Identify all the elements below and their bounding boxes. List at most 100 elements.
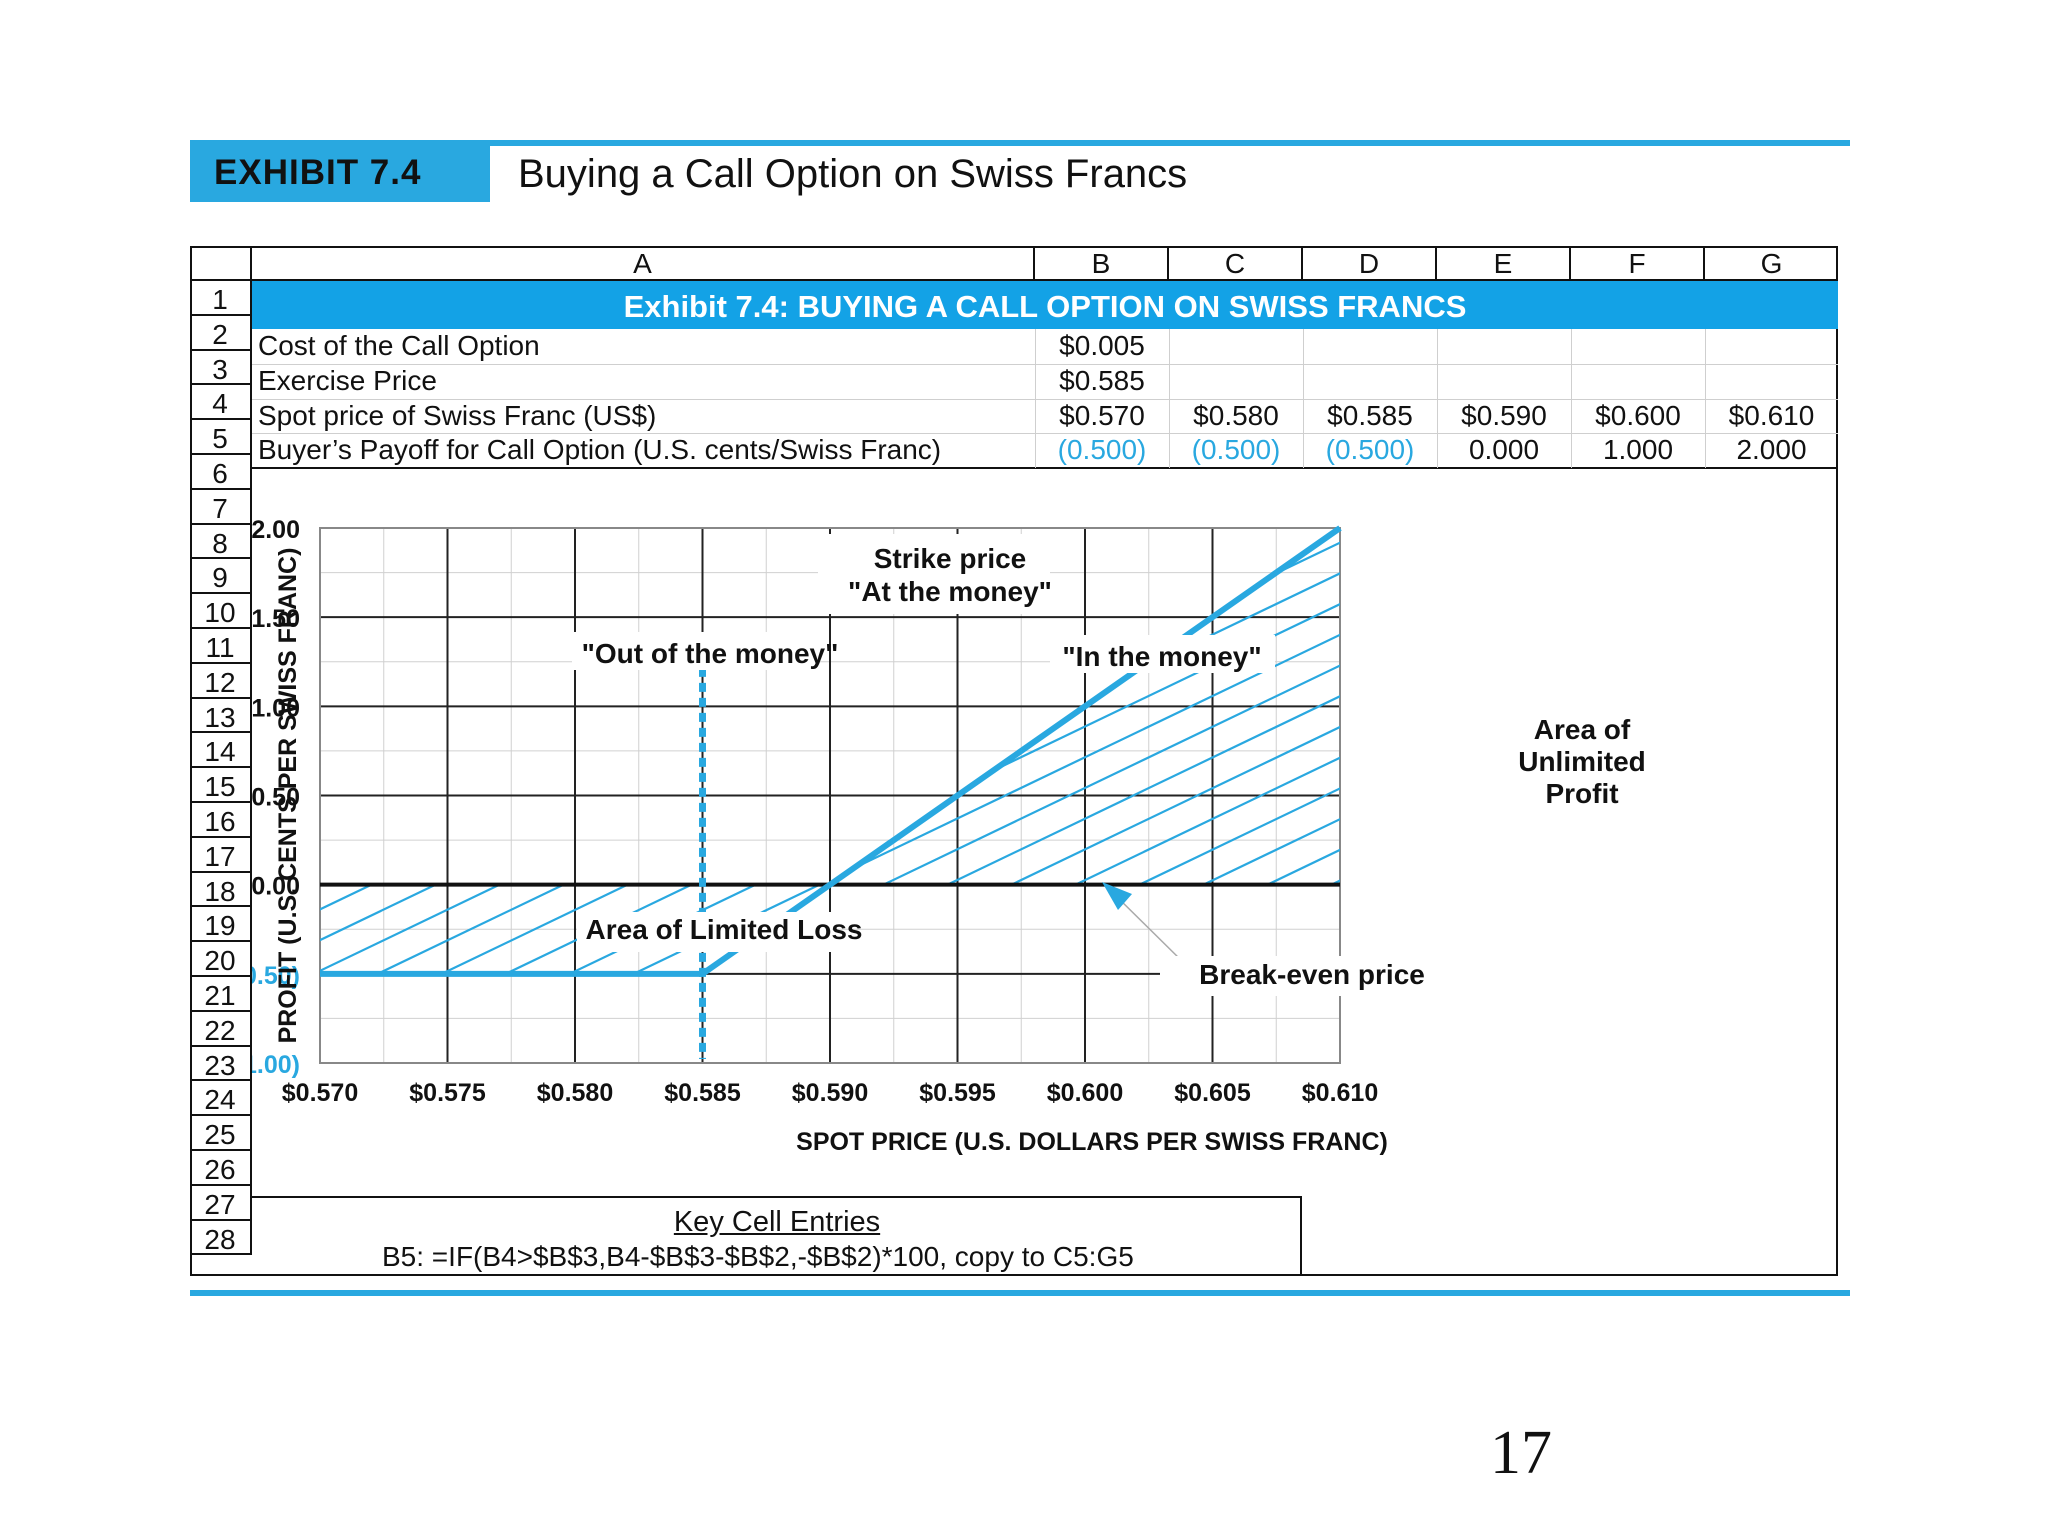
y-axis-tick-labels: 2.00 1.50 1.00 0.50 0.00 (0.50) (1.00) [252, 516, 300, 1079]
row-number-21: 21 [190, 977, 252, 1012]
spot-value-g[interactable]: $0.610 [1728, 400, 1815, 431]
column-header-f: F [1571, 246, 1705, 281]
hatch-line [830, 528, 1340, 885]
row-number-23: 23 [190, 1046, 252, 1082]
col-divider-b [1035, 329, 1036, 468]
spot-value-b[interactable]: $0.570 [1059, 400, 1145, 431]
row-number-26: 26 [190, 1151, 252, 1186]
spot-label[interactable]: Spot price of Swiss Franc (US$) [258, 400, 657, 431]
strike-label-line1: Strike price [874, 543, 1027, 574]
in-money-label: "In the money" [1062, 641, 1261, 672]
hatch-line [1728, 528, 1838, 1063]
column-header-g: G [1705, 246, 1838, 281]
row-number-18: 18 [190, 872, 252, 908]
plot-frame [319, 527, 1341, 1064]
row-number-24: 24 [190, 1081, 252, 1117]
hatch-line [830, 528, 1340, 885]
col-divider-e [1437, 329, 1438, 468]
strike-label-line2: "At the money" [848, 576, 1052, 607]
payoff-value-b[interactable]: (0.500) [1057, 434, 1147, 465]
bottom-accent-rule [190, 1290, 1850, 1296]
spot-value-f[interactable]: $0.600 [1595, 400, 1681, 431]
break-even-bg [1160, 956, 1432, 996]
row-number-4: 4 [190, 385, 252, 421]
column-header-a: A [252, 246, 1035, 281]
payoff-value-e[interactable]: 0.000 [1468, 434, 1540, 465]
column-header-e: E [1437, 246, 1571, 281]
spot-value-e[interactable]: $0.590 [1461, 400, 1547, 431]
hatch-line [1664, 528, 1838, 1063]
column-header-b: B [1035, 246, 1169, 281]
out-of-money-bg [572, 632, 817, 670]
key-cell-box [252, 1196, 1302, 1276]
x-tick-label: $0.605 [1174, 1079, 1251, 1107]
col-divider-c [1169, 329, 1170, 468]
y-tick-label: 0.00 [252, 873, 300, 901]
row-divider-2 [252, 364, 1838, 365]
break-even-leader [1111, 891, 1187, 966]
limited-loss-bg [577, 912, 832, 952]
hatch-line [1664, 528, 1838, 1063]
y-tick-label: 1.50 [252, 605, 300, 633]
x-tick-label: $0.595 [919, 1079, 996, 1107]
row-divider-5 [252, 467, 1838, 469]
y-tick-label: 1.00 [252, 694, 300, 722]
x-tick-label: $0.600 [1047, 1079, 1123, 1107]
col-divider-f [1571, 329, 1572, 468]
x-tick-label: $0.580 [537, 1079, 613, 1107]
spreadsheet [190, 246, 1838, 1276]
row-number-28: 28 [190, 1220, 252, 1256]
column-header-d: D [1303, 246, 1437, 281]
exercise-label[interactable]: Exercise Price [258, 365, 437, 396]
payoff-label[interactable]: Buyer’s Payoff for Call Option (U.S. cen… [258, 434, 942, 465]
row-divider-4 [252, 433, 1838, 434]
spot-value-c[interactable]: $0.580 [1193, 400, 1279, 431]
row-number-14: 14 [190, 733, 252, 769]
x-axis-tick-labels: $0.570 $0.575 $0.580 $0.585 $0.590 $0.595 $0.6… [282, 1079, 1378, 1107]
payoff-value-d[interactable]: (0.500) [1325, 434, 1415, 465]
row-number-7: 7 [190, 489, 252, 525]
y-tick-label: 2.00 [252, 516, 300, 544]
page-number: 17 [1490, 1419, 1552, 1487]
row-number-19: 19 [190, 907, 252, 943]
y-tick-label: (1.00) [252, 1051, 300, 1079]
row-number-10: 10 [190, 594, 252, 629]
row-number-1: 1 [190, 281, 252, 316]
unlimited-profit-line3: Profit [1545, 778, 1618, 809]
col-divider-d [1303, 329, 1304, 468]
row-divider-3 [252, 399, 1838, 400]
key-cell-formula[interactable]: B5: =IF(B4>$B$3,B4-$B$3-$B$2,-$B$2)*100,… [382, 1241, 1134, 1272]
x-tick-label: $0.610 [1302, 1079, 1378, 1107]
row-number-16: 16 [190, 803, 252, 838]
x-tick-label: $0.585 [664, 1079, 741, 1107]
spot-value-d[interactable]: $0.585 [1327, 400, 1413, 431]
column-header-c: C [1169, 246, 1303, 281]
payoff-value-c[interactable]: (0.500) [1191, 434, 1281, 465]
top-accent-rule [190, 140, 1850, 146]
y-tick-label: 0.50 [252, 784, 300, 812]
y-axis-label: PROFIT (U.S. CENTS PER SWISS FRANC) [274, 548, 302, 1044]
limited-loss-label: Area of Limited Loss [586, 914, 863, 945]
y-tick-label: (0.50) [252, 962, 300, 990]
row-number-5: 5 [190, 420, 252, 455]
row-number-12: 12 [190, 663, 252, 699]
row-number-9: 9 [190, 559, 252, 595]
hatch-line [1728, 528, 1838, 1063]
cost-value[interactable]: $0.005 [1059, 330, 1145, 361]
payoff-chart: 2.001.501.000.500.00(0.50)(1.00) $0.570$… [252, 516, 1838, 1156]
cost-label[interactable]: Cost of the Call Option [258, 330, 540, 361]
payoff-value-f[interactable]: 1.000 [1602, 434, 1674, 465]
row-number-15: 15 [190, 768, 252, 803]
hatch-line [830, 528, 1340, 885]
row-number-6: 6 [190, 455, 252, 490]
payoff-value-g[interactable]: 2.000 [1736, 434, 1807, 465]
sheet-banner: Exhibit 7.4: BUYING A CALL OPTION ON SWI… [252, 281, 1838, 329]
hatch-line [830, 528, 1340, 885]
row-number-2: 2 [190, 315, 252, 351]
exhibit-title: Buying a Call Option on Swiss Francs [518, 152, 1188, 196]
strike-label-bg [818, 534, 1050, 614]
unlimited-profit-line2: Unlimited [1518, 746, 1646, 777]
hatch-line [1792, 528, 1838, 1063]
exercise-value[interactable]: $0.585 [1059, 365, 1145, 396]
unlimited-profit-bg [1513, 710, 1648, 820]
